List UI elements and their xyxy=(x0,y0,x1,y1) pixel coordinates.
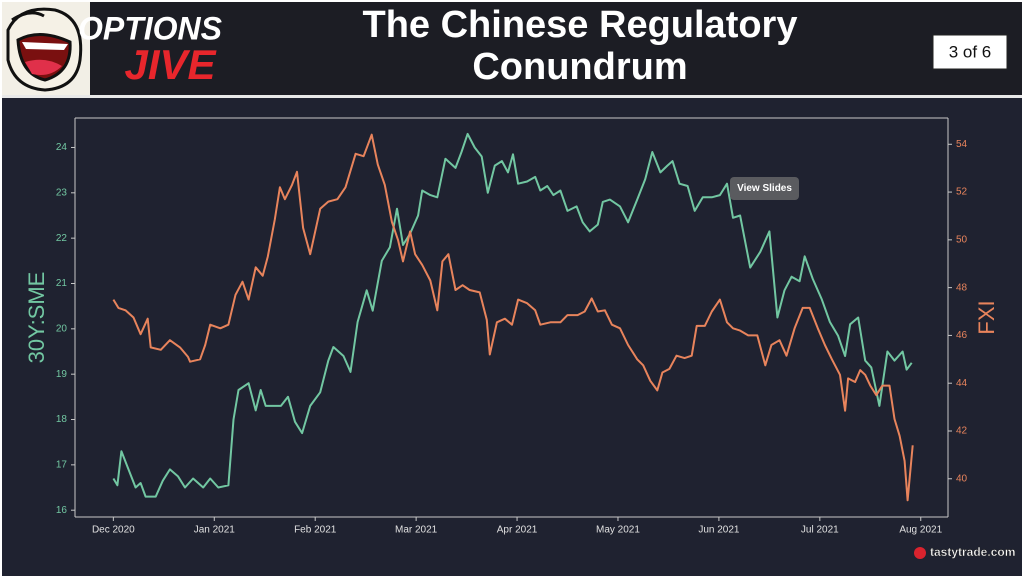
view-slides-button[interactable]: View Slides xyxy=(730,177,799,200)
x-tick-label: Apr 2021 xyxy=(497,525,538,536)
slide-title: The Chinese Regulatory Conundrum xyxy=(362,4,798,88)
y2-tick-label: 50 xyxy=(956,234,968,245)
series-line xyxy=(112,133,914,502)
y-tick-label: 21 xyxy=(56,278,68,289)
x-tick-label: Mar 2021 xyxy=(395,525,438,536)
logo-bottom: JIVE xyxy=(124,41,217,88)
y-tick-label: 18 xyxy=(56,414,68,425)
watermark-icon xyxy=(914,547,926,559)
title-box: The Chinese Regulatory Conundrum xyxy=(362,4,798,88)
x-tick-label: Jul 2021 xyxy=(801,525,839,536)
y-tick-label: 22 xyxy=(56,233,68,244)
y-tick-label: 17 xyxy=(56,459,68,470)
y2-tick-label: 48 xyxy=(956,282,968,293)
watermark: tastytrade.com xyxy=(930,545,1015,559)
y2-tick-label: 44 xyxy=(956,378,968,389)
chart-panel xyxy=(2,98,1022,576)
x-tick-label: Dec 2020 xyxy=(92,525,135,536)
header-rule xyxy=(2,95,1022,98)
y-tick-label: 20 xyxy=(56,323,68,334)
y2-tick-label: 42 xyxy=(956,426,968,437)
x-tick-label: Aug 2021 xyxy=(899,525,942,536)
y2-tick-label: 54 xyxy=(956,139,968,150)
y2-tick-label: 46 xyxy=(956,330,968,341)
y-axis-label: 30Y:SME xyxy=(24,272,49,364)
y-tick-label: 23 xyxy=(56,187,68,198)
x-tick-label: Feb 2021 xyxy=(294,525,337,536)
y-tick-label: 24 xyxy=(56,142,68,153)
y2-tick-label: 40 xyxy=(956,473,968,484)
logo-face xyxy=(2,2,90,95)
x-tick-label: Jun 2021 xyxy=(698,525,740,536)
y-tick-label: 16 xyxy=(56,505,68,516)
page-indicator: 3 of 6 xyxy=(949,42,992,61)
series-line xyxy=(112,132,913,498)
y2-axis-label: FXI xyxy=(974,300,999,334)
view-slides-label[interactable]: View Slides xyxy=(737,183,792,194)
view-slides-bg[interactable] xyxy=(730,177,799,200)
header-bar xyxy=(2,2,1022,95)
logo-top: OPTIONS xyxy=(78,10,223,46)
x-tick-label: Jan 2021 xyxy=(194,525,236,536)
y-tick-label: 19 xyxy=(56,369,68,380)
page-indicator-box xyxy=(932,34,1008,70)
x-tick-label: May 2021 xyxy=(596,525,640,536)
y2-tick-label: 52 xyxy=(956,187,968,198)
chart: 16 17 18 19 20 21 22 23 24 40 42 44 46 48 50 52 54 Dec 20… xyxy=(24,117,999,536)
